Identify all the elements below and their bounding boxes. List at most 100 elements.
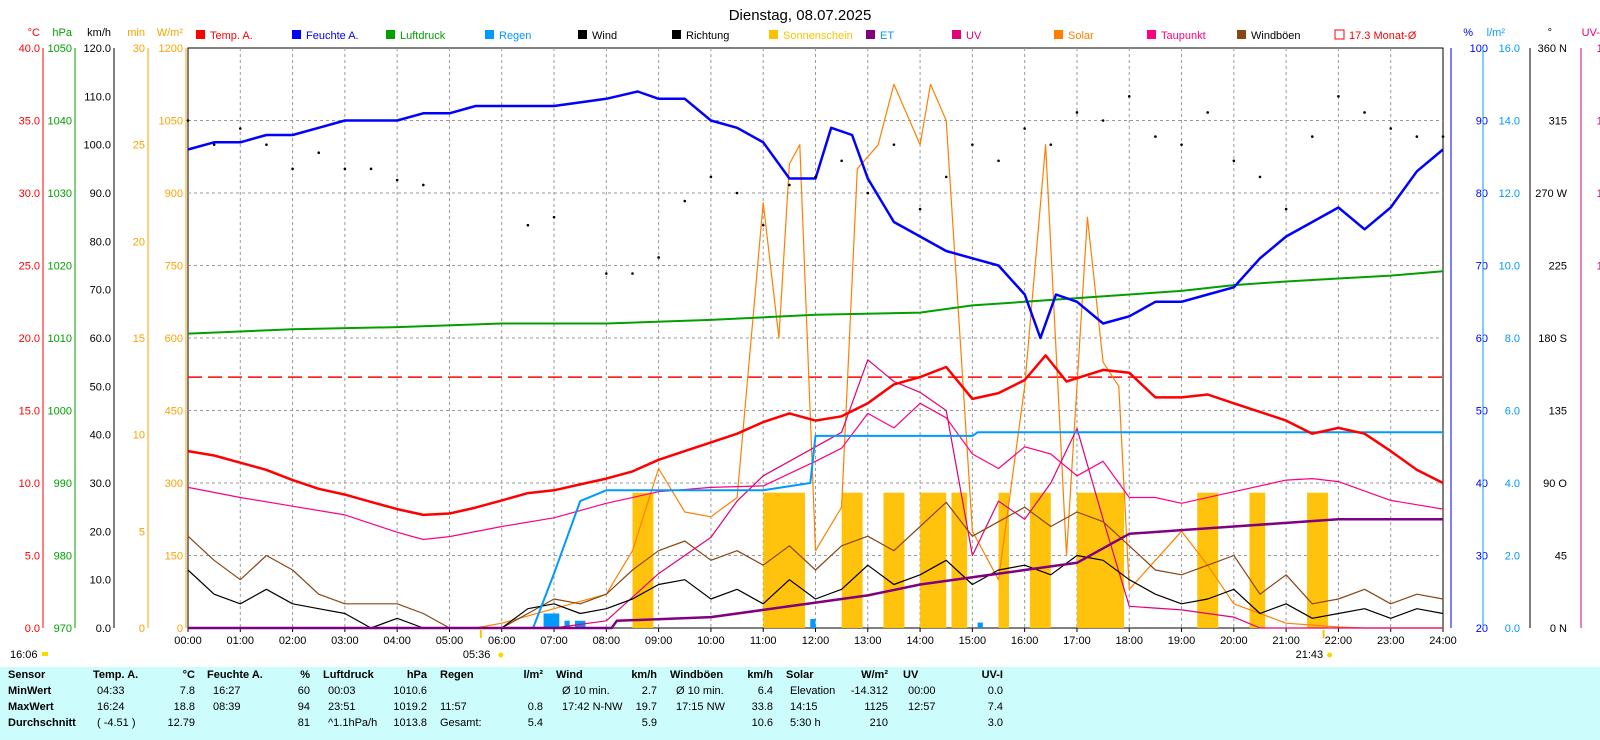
dir-tick-label: 180 S	[1538, 333, 1567, 345]
rain-tick-label: 6.0	[1505, 406, 1520, 418]
stats-cell: Ø 10 min.	[676, 685, 724, 697]
stats-cell: 16:24	[97, 701, 125, 713]
stats-cell: Ø 10 min.	[562, 685, 610, 697]
dir-tick-label: 45	[1555, 551, 1567, 563]
series-line-taupunkt	[187, 402, 1444, 541]
x-tick-label: 18:00	[1115, 635, 1143, 647]
hum-tick-label: 70	[1476, 261, 1488, 273]
direction-point	[631, 272, 634, 275]
sunshine-bar	[1029, 492, 1051, 628]
direction-point	[683, 199, 687, 203]
hum-tick-label: 20	[1476, 623, 1488, 635]
stats-cell: 60	[297, 685, 310, 697]
stats-cell: 12:57	[908, 701, 936, 713]
solar-tick-label: 450	[165, 406, 183, 418]
direction-point	[1023, 127, 1026, 130]
direction-point	[395, 178, 399, 182]
stats-row-label: MaxWert	[8, 701, 54, 713]
x-tick-label: 14:00	[906, 635, 934, 647]
stats-header-cell: Temp. A.	[93, 669, 139, 681]
uv-tick-label: 12.0	[1597, 188, 1600, 200]
direction-point	[1127, 95, 1131, 98]
direction-point	[343, 167, 347, 171]
stats-cell: 12.79	[167, 717, 195, 729]
x-tick-label: 20:00	[1220, 635, 1248, 647]
stats-cell: 11:57	[440, 701, 467, 713]
series-line-feuchte-a-	[187, 90, 1444, 340]
direction-point	[1441, 135, 1445, 138]
series-line-solar	[188, 83, 1443, 629]
stats-cell: 2.7	[641, 685, 657, 697]
wind-tick-label: 50.0	[90, 381, 111, 393]
temp-tick-label: 15.0	[19, 406, 40, 418]
stats-header-cell: Sensor	[8, 669, 46, 681]
rain-bar	[543, 613, 560, 628]
dir-unit-label: °	[1548, 27, 1552, 39]
hum-unit-label: %	[1463, 27, 1473, 39]
direction-point	[265, 143, 268, 146]
chart-axes: 00:00 01:00 02:00 03:00 04:00 05:00 06:00 07:00…	[10, 27, 1600, 661]
x-tick-label: 09:00	[645, 635, 673, 647]
press-unit-label: hPa	[52, 27, 72, 39]
sunshine-bar	[632, 492, 654, 628]
direction-point	[971, 143, 974, 146]
sunshine-bar	[1197, 492, 1219, 628]
stats-header-cell: l/m²	[523, 669, 543, 681]
legend-swatch	[1054, 30, 1063, 39]
wind-tick-label: 120.0	[83, 43, 111, 55]
series-line-windb-en	[187, 501, 1444, 629]
direction-point	[761, 223, 765, 227]
stats-cell: 0.8	[527, 701, 543, 713]
chart-marks	[186, 83, 1445, 630]
weather-chart: Dienstag, 08.07.2025 Temp. A. Feuchte A. L…	[10, 7, 1600, 661]
sun-tick-label: 30	[133, 43, 145, 55]
legend-label: Solar	[1068, 30, 1094, 42]
series-line-uv	[188, 359, 1443, 629]
rain-tick-label: 10.0	[1499, 261, 1520, 273]
sunshine-bar	[1249, 492, 1266, 628]
legend-swatch	[1147, 30, 1156, 39]
direction-point	[1389, 127, 1393, 130]
direction-point	[291, 167, 294, 171]
x-tick-label: 19:00	[1168, 635, 1196, 647]
direction-point	[605, 272, 608, 275]
x-tick-label: 11:00	[750, 635, 777, 647]
direction-point	[186, 119, 190, 122]
series-line-et	[188, 518, 1443, 630]
direction-point	[1206, 111, 1209, 114]
x-tick-label: 16:00	[1011, 635, 1039, 647]
solar-tick-label: 150	[165, 551, 183, 563]
direction-point	[1415, 135, 1419, 138]
stats-cell: ^1.1hPa/h	[328, 717, 378, 729]
press-tick-label: 1050	[48, 43, 72, 55]
direction-point	[238, 127, 242, 130]
direction-point	[866, 191, 870, 195]
stats-cell: 6.4	[757, 685, 773, 697]
stats-cell: 81	[297, 717, 310, 729]
press-tick-label: 1020	[48, 261, 72, 273]
direction-point	[944, 175, 948, 179]
stats-header-cell: Solar	[786, 669, 814, 681]
rain-tick-label: 12.0	[1499, 188, 1520, 200]
x-tick-label: 03:00	[331, 635, 359, 647]
stats-row-label: Durchschnitt	[8, 717, 76, 729]
rain-tick-label: 4.0	[1505, 478, 1520, 490]
dir-tick-label: 270 W	[1535, 188, 1567, 200]
x-tick-label: 05:00	[436, 635, 464, 647]
stats-header-cell: Luftdruck	[323, 669, 374, 681]
stats-cell: 5.4	[527, 717, 543, 729]
legend-swatch	[386, 30, 395, 39]
stats-header-cell: UV-I	[981, 669, 1003, 681]
direction-point	[212, 143, 216, 146]
temp-tick-label: 0.0	[25, 623, 40, 635]
uv-tick-label: 16.0	[1597, 43, 1600, 55]
stats-header-cell: %	[300, 669, 310, 681]
sun-tick-label: 20	[133, 236, 145, 248]
uv-tick-label: 14.0	[1597, 116, 1600, 128]
stats-cell: 10.6	[751, 717, 773, 729]
hum-tick-label: 90	[1476, 116, 1488, 128]
x-tick-label: 08:00	[593, 635, 621, 647]
series-line-regen	[188, 431, 1443, 629]
stats-header-cell: Feuchte A.	[207, 669, 263, 681]
stats-cell: 19.7	[635, 701, 657, 713]
